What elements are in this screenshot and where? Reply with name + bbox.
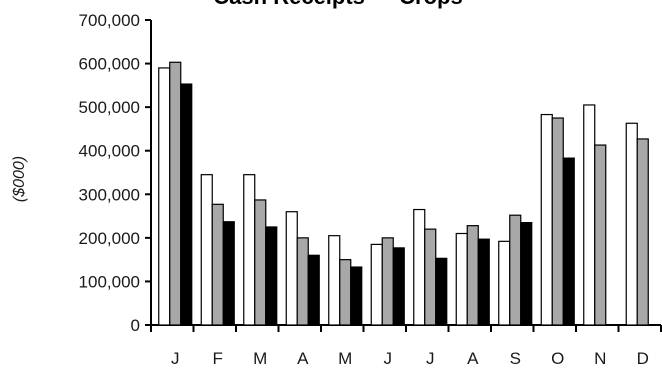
x-tick-label: A xyxy=(297,349,309,368)
y-axis-label: ($000) xyxy=(11,156,28,202)
bar xyxy=(180,83,193,326)
y-tick-label: 600,000 xyxy=(79,55,140,74)
bar xyxy=(328,235,341,326)
bar xyxy=(158,67,171,326)
bar xyxy=(625,122,638,326)
bar xyxy=(222,221,235,326)
y-tick-label: 200,000 xyxy=(79,229,140,248)
y-tick-label: 500,000 xyxy=(79,98,140,117)
y-tick-label: 0 xyxy=(131,316,140,335)
bar xyxy=(594,144,607,326)
bar xyxy=(200,174,213,326)
axes xyxy=(145,19,662,332)
bar xyxy=(455,232,468,326)
bar xyxy=(169,61,182,326)
bar xyxy=(551,117,564,326)
bar xyxy=(339,259,352,326)
x-tick-label: J xyxy=(426,349,435,368)
bar xyxy=(381,237,394,326)
bar xyxy=(370,243,383,326)
labels: 0 100,000 200,000 300,000 400,000 500,000 600,… xyxy=(79,11,649,368)
x-tick-label: O xyxy=(551,349,564,368)
bar xyxy=(413,208,426,326)
bars xyxy=(158,61,649,326)
bar xyxy=(243,174,256,326)
bar xyxy=(392,247,405,326)
x-tick-label: S xyxy=(510,349,521,368)
bar xyxy=(509,214,522,326)
y-tick-label: 300,000 xyxy=(79,185,140,204)
bar xyxy=(254,199,267,326)
x-tick-label: F xyxy=(213,349,223,368)
bar xyxy=(424,228,437,326)
bar xyxy=(562,157,575,326)
x-tick-label: J xyxy=(384,349,393,368)
x-tick-label: D xyxy=(637,349,649,368)
x-tick-label: A xyxy=(467,349,479,368)
bar xyxy=(520,222,533,326)
bar xyxy=(285,211,298,326)
y-tick-label: 100,000 xyxy=(79,272,140,291)
bar xyxy=(211,203,224,326)
y-tick-label: 400,000 xyxy=(79,142,140,161)
x-tick-label: M xyxy=(253,349,267,368)
y-tick-label: 700,000 xyxy=(79,11,140,30)
bar xyxy=(540,113,553,326)
x-tick-label: M xyxy=(338,349,352,368)
bar xyxy=(636,138,649,326)
x-tick-label: N xyxy=(594,349,606,368)
bar xyxy=(498,240,511,326)
bar xyxy=(296,237,309,326)
bar xyxy=(583,104,596,326)
x-tick-label: J xyxy=(171,349,180,368)
bar xyxy=(466,225,479,326)
bar xyxy=(350,266,363,326)
bar xyxy=(265,226,278,326)
bar xyxy=(307,254,320,326)
bar xyxy=(435,257,448,326)
bar xyxy=(477,238,490,326)
chart-title: Cash Receipts — Crops xyxy=(213,0,462,9)
